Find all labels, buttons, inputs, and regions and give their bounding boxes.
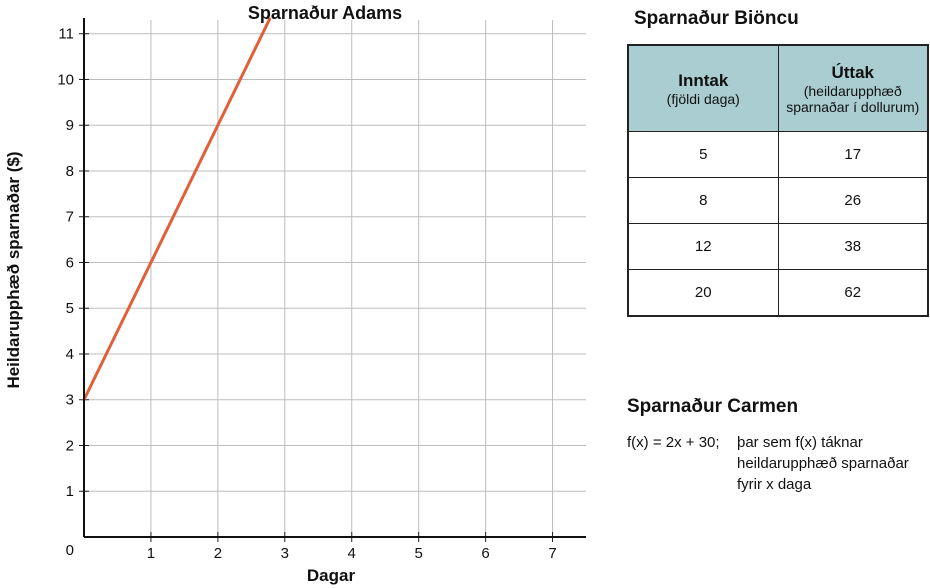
adams-chart: 1 2 3 4 5 6 7 1 2 3 4 5 6 7 8 9 10 11 0 Sparnaður Adams Da…	[4, 3, 586, 585]
origin-label: 0	[66, 542, 74, 559]
y-tick-label: 4	[66, 346, 74, 363]
carmen-title: Sparnaður Carmen	[627, 396, 799, 417]
y-tick-label: 6	[66, 254, 74, 271]
formula-description: þar sem f(x) táknar heildarupphæð sparna…	[737, 434, 909, 493]
y-axis-title: Heildarupphæð sparnaðar ($)	[4, 151, 23, 388]
output-cell: 26	[777, 177, 929, 224]
input-column-header: Inntak (fjöldi daga)	[627, 44, 779, 132]
chart-title: Sparnaður Adams	[248, 3, 402, 23]
output-cell: 62	[777, 269, 929, 317]
input-column-subtitle: (fjöldi daga)	[666, 90, 740, 107]
table-row: 5 17	[627, 131, 929, 178]
output-cell: 38	[777, 223, 929, 270]
y-tick-label: 8	[66, 163, 74, 180]
adams-savings-line	[82, 17, 272, 402]
x-axis-title: Dagar	[307, 566, 356, 585]
bionca-title: Sparnaður Biöncu	[634, 8, 799, 29]
x-tick-label: 5	[414, 545, 422, 562]
x-tick-label: 7	[548, 545, 556, 562]
x-tick-label: 1	[147, 545, 155, 562]
carmen-formula: f(x) = 2x + 30; þar sem f(x) táknar heil…	[627, 432, 909, 493]
y-tick-label: 9	[66, 117, 74, 134]
x-tick-label: 2	[214, 545, 222, 562]
formula-expression: f(x) = 2x + 30;	[627, 434, 720, 451]
x-tick-label: 4	[348, 545, 356, 562]
input-column-title: Inntak	[678, 70, 729, 90]
x-tick-label: 3	[281, 545, 289, 562]
y-tick-label: 7	[66, 209, 74, 226]
y-tick-label: 10	[57, 71, 74, 88]
y-tick-label: 2	[66, 437, 74, 454]
table-row: 20 62	[627, 269, 929, 317]
y-tick-label: 1	[66, 483, 74, 500]
x-tick-label: 6	[481, 545, 489, 562]
input-cell: 8	[627, 177, 779, 224]
table-row: 8 26	[627, 177, 929, 224]
chart-axes	[83, 18, 586, 538]
output-column-header: Úttak (heildarupphæð sparnaðar í dolluru…	[777, 44, 929, 132]
chart-ticks: 1 2 3 4 5 6 7 1 2 3 4 5 6 7 8 9 10 11 0	[57, 26, 556, 562]
input-cell: 20	[627, 269, 779, 317]
table-header-row: Inntak (fjöldi daga) Úttak (heildarupphæ…	[627, 44, 929, 132]
chart-grid	[84, 20, 586, 537]
bionca-table: Inntak (fjöldi daga) Úttak (heildarupphæ…	[627, 44, 929, 317]
y-tick-label: 11	[58, 26, 74, 43]
y-tick-label: 3	[66, 392, 74, 409]
y-tick-label: 5	[66, 300, 74, 317]
output-column-title: Úttak	[831, 62, 874, 82]
output-column-subtitle: (heildarupphæð sparnaðar í dollurum)	[786, 82, 920, 115]
output-cell: 17	[777, 131, 929, 178]
table-row: 12 38	[627, 223, 929, 270]
input-cell: 12	[627, 223, 779, 270]
input-cell: 5	[627, 131, 779, 178]
chart-series	[82, 17, 272, 402]
